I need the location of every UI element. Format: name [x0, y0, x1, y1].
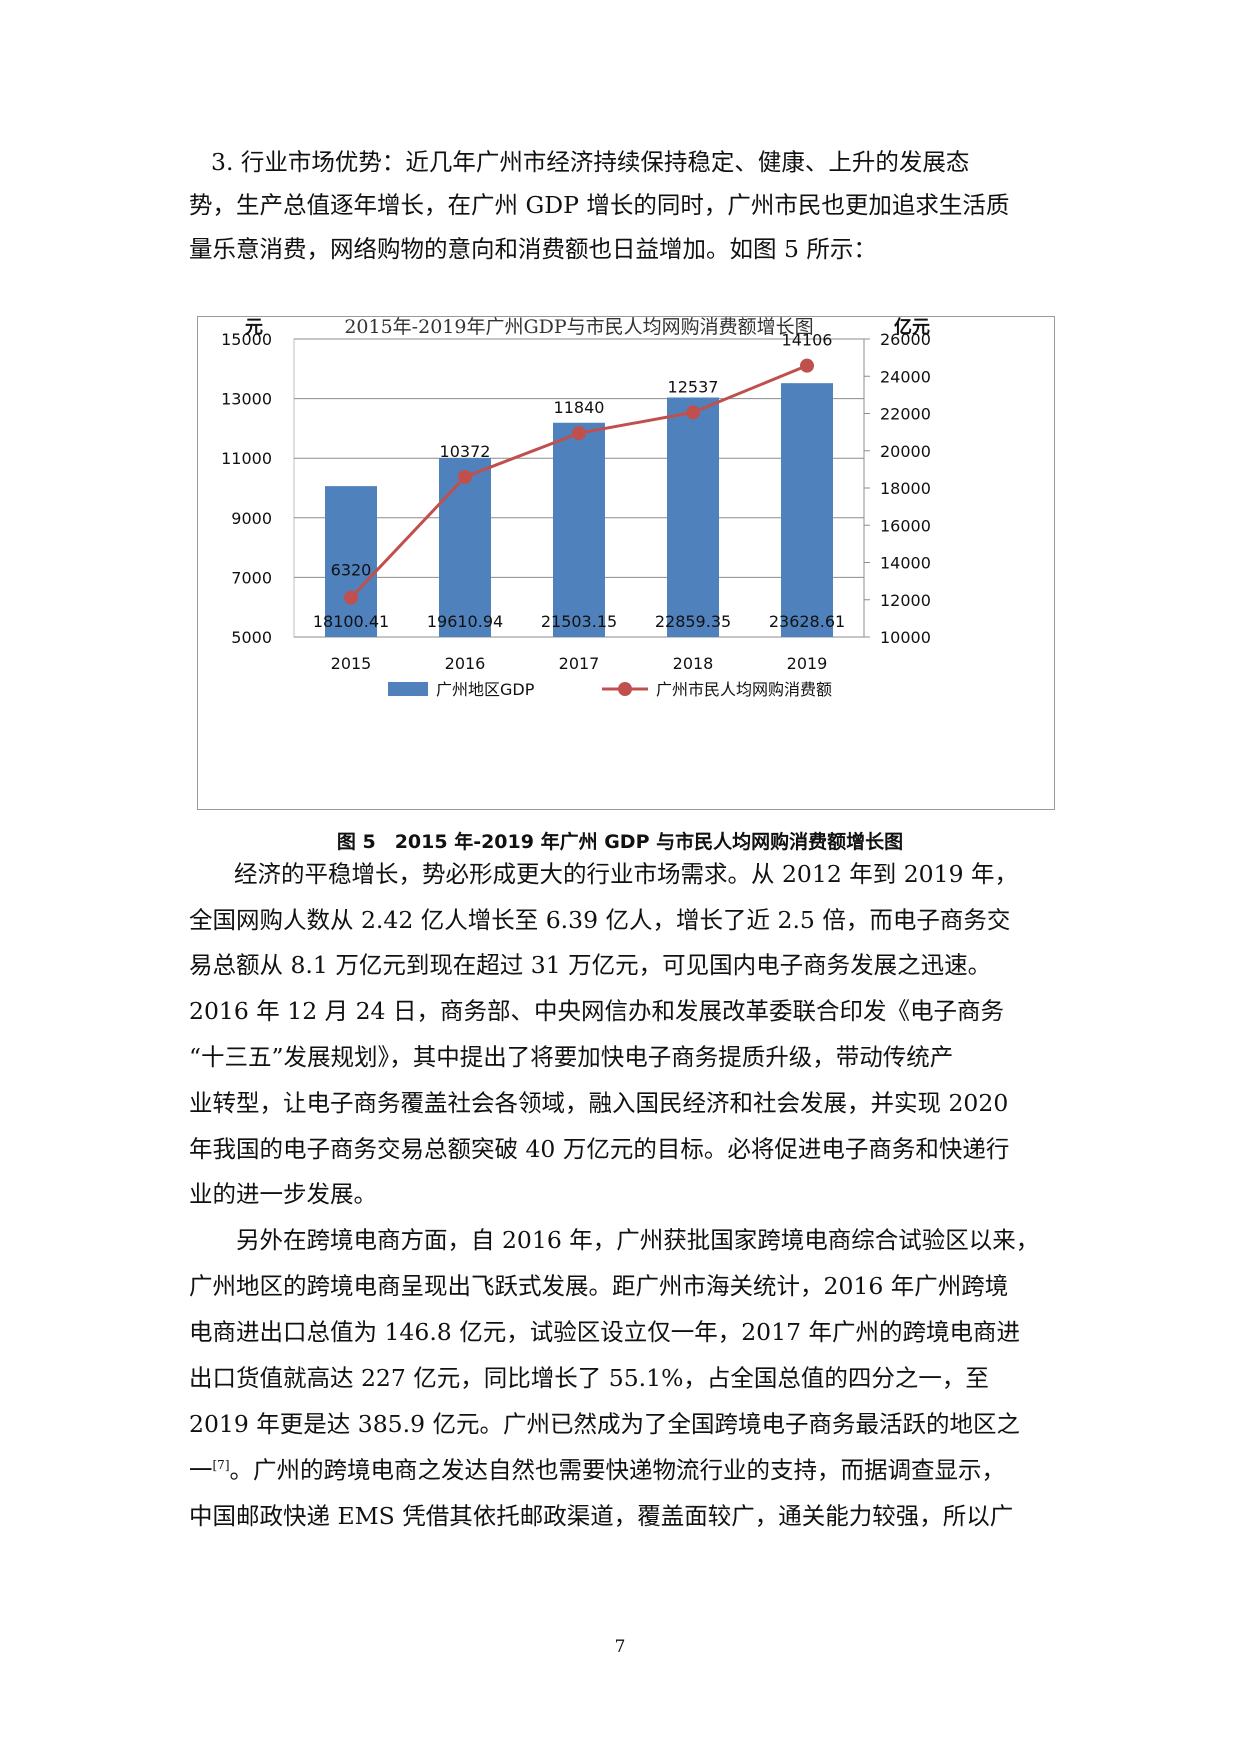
paragraph-2-line-3: 易总额从 8.1 万亿元到现在超过 31 万亿元，可见国内电子商务发展之迅速。 — [189, 951, 992, 979]
citation-ref[interactable]: [7] — [212, 1458, 230, 1473]
x-tick-label: 2019 — [787, 654, 828, 673]
paragraph-3-line-2: 广州地区的跨境电商呈现出飞跃式发展。距广州市海关统计，2016 年广州跨境 — [189, 1272, 1009, 1300]
paragraph-2-line-4: 2016 年 12 月 24 日，商务部、中央网信办和发展改革委联合印发《电子商… — [189, 997, 1004, 1025]
y-right-tick-label: 14000 — [880, 554, 931, 573]
bar-value-label: 18100.41 — [313, 612, 389, 631]
line-point-2016 — [458, 469, 472, 484]
chart-title: 2015年-2019年广州GDP与市民人均网购消费额增长图 — [344, 317, 813, 338]
paragraph-2-line-2: 全国网购人数从 2.42 亿人增长至 6.39 亿人，增长了近 2.5 倍，而电… — [189, 906, 1011, 934]
paragraph-3-line-5: 2019 年更是达 385.9 亿元。广州已然成为了全国跨境电子商务最活跃的地区… — [189, 1410, 1020, 1438]
y-left-tick-label: 15000 — [221, 330, 272, 349]
line-value-label: 10372 — [440, 442, 491, 461]
x-tick-label: 2017 — [559, 654, 600, 673]
line-prefix: 一 — [189, 1456, 213, 1484]
paragraph-3-line-6: 一[7]。广州的跨境电商之发达自然也需要快递物流行业的支持，而据调查显示， — [189, 1454, 1005, 1486]
y-right-unit: 亿元 — [894, 317, 930, 338]
paragraph-1-line-2: 势，生产总值逐年增长，在广州 GDP 增长的同时，广州市民也更加追求生活质 — [189, 191, 1010, 219]
line-point-2018 — [686, 405, 700, 420]
bar-2018 — [667, 397, 719, 637]
paragraph-3-line-4: 出口货值就高达 227 亿元，同比增长了 55.1%，占全国总值的四分之一，至 — [189, 1364, 989, 1392]
figure-caption: 图 5 2015 年-2019 年广州 GDP 与市民人均网购消费额增长图 — [336, 831, 904, 853]
line-value-label: 14106 — [782, 331, 833, 350]
bar-value-label: 19610.94 — [427, 612, 503, 631]
line-value-label: 6320 — [331, 561, 372, 580]
y-left-tick-label: 9000 — [231, 509, 272, 528]
y-left-tick-label: 5000 — [231, 628, 272, 647]
y-right-tick-label: 18000 — [880, 479, 931, 498]
y-right-tick-label: 16000 — [880, 516, 931, 535]
y-right-tick-label: 12000 — [880, 591, 931, 610]
y-right-tick-label: 26000 — [880, 330, 931, 349]
paragraph-1-line-1: 3. 行业市场优势：近几年广州市经济持续保持稳定、健康、上升的发展态 — [211, 148, 970, 176]
y-right-tick-label: 10000 — [880, 628, 931, 647]
paragraph-2-line-6: 业转型，让电子商务覆盖社会各领域，融入国民经济和社会发展，并实现 2020 — [189, 1089, 1009, 1117]
page-number: 7 — [614, 1637, 626, 1657]
y-left-unit: 元 — [245, 317, 263, 338]
bar-value-label: 23628.61 — [769, 612, 845, 631]
bar-2019 — [781, 383, 833, 637]
bar-2017 — [553, 422, 605, 637]
paragraph-3-line-7: 中国邮政快递 EMS 凭借其依托邮政渠道，覆盖面较广，通关能力较强，所以广 — [189, 1502, 1014, 1530]
paragraph-3-line-1: 另外在跨境电商方面，自 2016 年，广州获批国家跨境电商综合试验区以来， — [236, 1226, 1040, 1254]
y-left-tick-label: 11000 — [221, 449, 272, 468]
line-text: 。广州的跨境电商之发达自然也需要快递物流行业的支持，而据调查显示， — [229, 1456, 1006, 1484]
paragraph-2-line-7: 年我国的电子商务交易总额突破 40 万亿元的目标。必将促进电子商务和快递行 — [189, 1135, 1010, 1163]
legend-swatch-marker — [618, 682, 632, 696]
paragraph-3-line-3: 电商进出口总值为 146.8 亿元，试验区设立仅一年，2017 年广州的跨境电商… — [189, 1318, 1020, 1346]
bar-value-label: 22859.35 — [655, 612, 731, 631]
line-value-label: 11840 — [554, 398, 605, 417]
bar-value-label: 21503.15 — [541, 612, 617, 631]
legend-swatch-bar — [388, 682, 428, 696]
chart-figure: 15000 13000 11000 9000 7000 5000 26000 24000 220… — [197, 316, 1055, 810]
x-tick-label: 2016 — [445, 654, 486, 673]
y-left-tick-label: 13000 — [221, 390, 272, 409]
y-left-tick-label: 7000 — [231, 568, 272, 587]
paragraph-1-line-3: 量乐意消费，网络购物的意向和消费额也日益增加。如图 5 所示： — [189, 235, 877, 263]
y-right-tick-label: 20000 — [880, 442, 931, 461]
line-point-2015 — [344, 590, 358, 605]
bar-2015 — [325, 486, 377, 637]
paragraph-2-line-5: “十三五”发展规划》，其中提出了将要加快电子商务提质升级，带动传统产 — [189, 1043, 954, 1071]
y-right-tick-label: 22000 — [880, 405, 931, 424]
x-tick-label: 2018 — [673, 654, 714, 673]
x-tick-label: 2015 — [331, 654, 372, 673]
y-right-tick-label: 24000 — [880, 367, 931, 386]
legend-label-line: 广州市民人均网购消费额 — [656, 680, 832, 699]
paragraph-2-line-8: 业的进一步发展。 — [189, 1180, 377, 1208]
legend-label-bar: 广州地区GDP — [436, 680, 535, 699]
paragraph-2-line-1: 经济的平稳增长，势必形成更大的行业市场需求。从 2012 年到 2019 年， — [234, 860, 1018, 888]
line-value-label: 12537 — [668, 377, 719, 396]
bar-2016 — [439, 457, 491, 637]
combo-chart: 15000 13000 11000 9000 7000 5000 26000 24000 220… — [221, 317, 931, 699]
line-point-2019 — [800, 358, 814, 373]
line-point-2017 — [572, 426, 586, 441]
